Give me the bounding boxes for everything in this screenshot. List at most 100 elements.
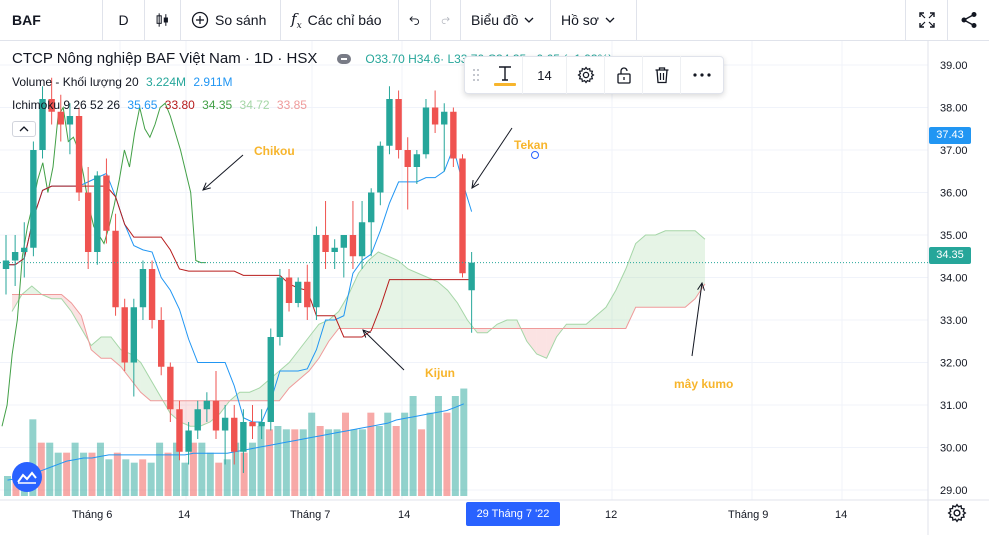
span-b-value: 33.85 bbox=[276, 98, 307, 112]
chart-logo-button[interactable] bbox=[12, 462, 42, 492]
volume-bar bbox=[384, 412, 392, 496]
annotation-kumo[interactable]: mây kumo bbox=[674, 377, 734, 391]
interval-button[interactable]: D bbox=[103, 0, 145, 41]
kumo-cloud-segment bbox=[655, 230, 666, 308]
candle-body bbox=[103, 175, 110, 231]
candle-body bbox=[331, 247, 338, 252]
more-button[interactable] bbox=[681, 56, 723, 94]
candle-body bbox=[422, 107, 430, 155]
top-toolbar: BAF D So sánh fx Các chỉ báo bbox=[0, 0, 989, 41]
candle-body bbox=[194, 409, 201, 431]
volume-bar bbox=[29, 419, 37, 496]
candle-body bbox=[176, 409, 183, 452]
profile-label: Hồ sơ bbox=[561, 12, 599, 28]
tenkan-price-tag: 37.43 bbox=[929, 127, 971, 144]
candle-body bbox=[404, 150, 411, 167]
candle-body bbox=[377, 145, 384, 193]
share-button[interactable] bbox=[947, 0, 989, 41]
kumo-cloud-segment bbox=[625, 243, 636, 329]
candle-body bbox=[431, 107, 439, 125]
price-tick-label: 38.00 bbox=[940, 103, 968, 115]
fullscreen-button[interactable] bbox=[905, 0, 947, 41]
time-tick-label: 14 bbox=[178, 509, 190, 521]
kumo-cloud-segment bbox=[606, 290, 616, 329]
volume-bar bbox=[367, 412, 375, 496]
chikou-arrow-head bbox=[202, 182, 211, 191]
chart-type-menu[interactable]: Biểu đồ bbox=[461, 0, 551, 41]
annotation-kijun[interactable]: Kijun bbox=[425, 366, 455, 380]
chikou-value: 34.35 bbox=[202, 98, 233, 112]
undo-button[interactable] bbox=[399, 0, 431, 41]
tekan-arrow bbox=[471, 127, 513, 189]
series-title: CTCP Nông nghiệp BAF Việt Nam · 1D · HSX bbox=[12, 50, 318, 67]
hide-legend-button[interactable] bbox=[337, 53, 352, 64]
volume-bar bbox=[122, 459, 130, 496]
kumo-cloud-segment bbox=[408, 269, 418, 329]
time-tick-label: Tháng 6 bbox=[72, 509, 112, 521]
candle-body bbox=[276, 277, 284, 337]
time-tick-label: Tháng 9 bbox=[728, 509, 768, 521]
symbol-search-button[interactable]: BAF bbox=[0, 0, 103, 41]
volume-bar bbox=[375, 426, 383, 496]
volume-bar bbox=[113, 452, 121, 496]
volume-bar bbox=[63, 452, 71, 496]
volume-bar bbox=[181, 462, 189, 496]
kumo-cloud-segment bbox=[526, 328, 537, 354]
kumo-cloud-segment bbox=[61, 294, 72, 312]
kijun-arrow bbox=[362, 329, 405, 371]
indicators-button[interactable]: fx Các chỉ báo bbox=[281, 0, 399, 41]
delete-button[interactable] bbox=[643, 56, 681, 94]
volume-bar bbox=[291, 429, 299, 496]
volume-bar bbox=[37, 442, 45, 496]
text-color-button[interactable] bbox=[487, 56, 523, 94]
bar-style-button[interactable] bbox=[145, 0, 181, 41]
candle-body bbox=[240, 422, 247, 452]
compare-button[interactable]: So sánh bbox=[181, 0, 281, 41]
candle-body bbox=[30, 150, 37, 248]
kumo-cloud-segment bbox=[645, 235, 656, 308]
candle-body bbox=[285, 277, 293, 303]
drag-handle-icon[interactable] bbox=[465, 68, 487, 82]
candle-body bbox=[395, 99, 402, 150]
volume-bar bbox=[147, 462, 155, 496]
volume-bar bbox=[418, 429, 426, 496]
kumo-cloud-segment bbox=[536, 328, 547, 359]
last-price-tag: 34.35 bbox=[929, 247, 971, 264]
collapse-legend-button[interactable] bbox=[12, 121, 36, 137]
kumo-cloud-segment bbox=[358, 260, 369, 329]
candle-body bbox=[121, 307, 128, 363]
candle-body bbox=[57, 111, 64, 125]
kumo-cloud-segment bbox=[675, 230, 686, 308]
volume-legend: Volume - Khối lượng 20 3.224M 2.911M bbox=[12, 75, 233, 89]
volume-bar bbox=[215, 462, 223, 496]
volume-ma-value: 2.911M bbox=[193, 75, 233, 89]
volume-bar bbox=[223, 459, 231, 496]
redo-button[interactable] bbox=[431, 0, 461, 41]
kumo-cloud-segment bbox=[685, 230, 696, 308]
chevron-down-icon bbox=[605, 17, 615, 23]
annotation-chikou[interactable]: Chikou bbox=[254, 144, 295, 158]
kumo-cloud-segment bbox=[437, 281, 448, 329]
chart-settings-button[interactable] bbox=[947, 503, 967, 528]
candle-body bbox=[48, 99, 55, 112]
font-size-button[interactable]: 14 bbox=[523, 56, 567, 94]
kumo-cloud-segment bbox=[566, 324, 577, 329]
price-chart[interactable]: 39.00 38.00 37.00 36.00 35.00 34.00 33.00 32.00… bbox=[0, 41, 989, 535]
lock-button[interactable] bbox=[605, 56, 643, 94]
ichimoku-label: Ichimoku 9 26 52 26 bbox=[12, 98, 121, 112]
volume-bar bbox=[358, 429, 366, 496]
volume-bar bbox=[342, 412, 349, 496]
candle-body bbox=[2, 260, 10, 269]
annotation-tekan[interactable]: Tekan bbox=[514, 138, 548, 152]
profile-menu[interactable]: Hồ sơ bbox=[551, 0, 637, 41]
kumo-cloud-segment bbox=[318, 320, 329, 359]
volume-bar bbox=[130, 462, 138, 496]
candle-body bbox=[358, 222, 366, 257]
tenkan-sen-line bbox=[6, 146, 473, 423]
ichimoku-legend: Ichimoku 9 26 52 26 35.65 33.80 34.35 34… bbox=[12, 98, 307, 112]
crosshair-time-tag: 29 Tháng 7 '22 bbox=[466, 502, 560, 526]
settings-button[interactable] bbox=[567, 56, 605, 94]
volume-bar bbox=[350, 429, 358, 496]
candle-body bbox=[413, 154, 421, 167]
kumo-cloud-segment bbox=[398, 260, 408, 329]
